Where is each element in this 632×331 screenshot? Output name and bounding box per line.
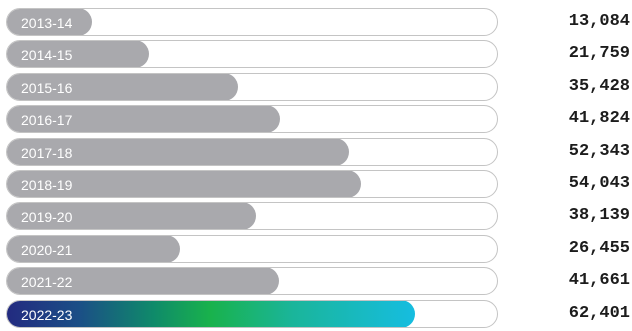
bar-row: 2021-22 41,661 (0, 267, 632, 296)
category-label: 2017-18 (21, 144, 73, 161)
bar-row: 2019-20 38,139 (0, 202, 632, 231)
value-label: 54,043 (568, 174, 630, 193)
bar-row: 2014-15 21,759 (0, 40, 632, 69)
category-label: 2022-23 (21, 306, 73, 323)
value-label: 41,824 (568, 109, 630, 129)
category-label: 2020-21 (21, 241, 73, 258)
bar-track: 2019-20 (6, 202, 498, 231)
bar-track: 2022-23 (6, 299, 498, 328)
value-label: 13,084 (568, 12, 630, 31)
bar (7, 73, 238, 100)
bar-track: 2015-16 (6, 72, 498, 101)
bar (7, 235, 180, 262)
value-label: 35,428 (568, 76, 630, 96)
bar-row: 2020-21 26,455 (0, 234, 632, 263)
bar-track: 2014-15 (6, 40, 498, 69)
bar (7, 203, 256, 230)
bar (7, 41, 149, 68)
bar-track: 2017-18 (6, 137, 498, 166)
bar-track: 2021-22 (6, 267, 498, 296)
category-label: 2016-17 (21, 112, 73, 129)
bar (7, 138, 349, 165)
bar (7, 9, 92, 35)
value-label: 38,139 (568, 206, 630, 226)
bar-track: 2018-19 (6, 170, 498, 198)
value-label: 62,401 (568, 303, 630, 323)
bar (7, 300, 415, 327)
bar-row: 2013-14 13,084 (0, 8, 632, 36)
bar-row: 2017-18 52,343 (0, 137, 632, 166)
value-label: 41,661 (568, 271, 630, 291)
value-label: 26,455 (568, 238, 630, 258)
bar-track: 2020-21 (6, 234, 498, 263)
category-label: 2015-16 (21, 79, 73, 96)
bar (7, 268, 279, 295)
bar (7, 106, 280, 133)
bar (7, 171, 361, 197)
bar-track: 2016-17 (6, 105, 498, 134)
bar-row: 2015-16 35,428 (0, 72, 632, 101)
value-label: 52,343 (568, 141, 630, 161)
category-label: 2021-22 (21, 274, 73, 291)
category-label: 2018-19 (21, 177, 73, 193)
bar-row: 2022-23 62,401 (0, 299, 632, 328)
bar-row: 2018-19 54,043 (0, 170, 632, 198)
value-label: 21,759 (568, 44, 630, 64)
category-label: 2019-20 (21, 209, 73, 226)
bar-track: 2013-14 (6, 8, 498, 36)
category-label: 2013-14 (21, 15, 73, 31)
category-label: 2014-15 (21, 47, 73, 64)
bar-row: 2016-17 41,824 (0, 105, 632, 134)
